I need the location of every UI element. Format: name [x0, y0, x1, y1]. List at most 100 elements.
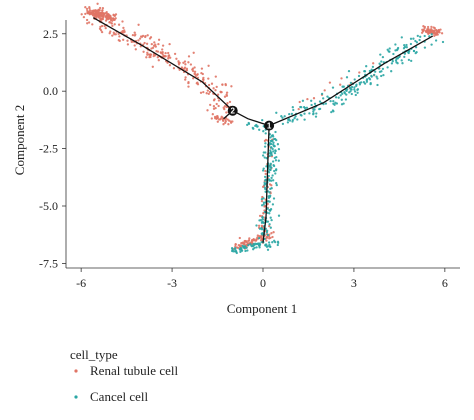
data-point — [305, 106, 309, 109]
data-point — [286, 121, 290, 124]
data-point — [146, 34, 149, 37]
data-point — [405, 43, 408, 47]
data-point — [264, 178, 267, 181]
data-point — [184, 63, 187, 66]
data-point — [273, 137, 276, 141]
data-point — [137, 39, 140, 42]
data-point — [434, 39, 438, 42]
data-point — [434, 32, 438, 35]
data-point — [212, 105, 216, 108]
data-point — [343, 92, 347, 95]
data-point — [112, 18, 115, 22]
data-point — [348, 91, 351, 94]
data-point — [331, 109, 335, 112]
data-point — [143, 41, 146, 45]
data-point — [260, 240, 263, 244]
data-point — [423, 46, 427, 49]
data-point — [264, 151, 267, 154]
data-point — [216, 93, 220, 96]
data-point — [274, 159, 278, 162]
data-point — [370, 75, 373, 78]
data-point — [248, 237, 251, 240]
data-point — [276, 240, 280, 243]
data-point — [308, 112, 311, 115]
trajectory-branch — [92, 17, 234, 112]
data-point — [287, 118, 291, 121]
data-point — [267, 200, 270, 203]
data-point — [184, 76, 187, 79]
data-point — [263, 145, 267, 148]
data-point — [270, 184, 273, 187]
data-point — [283, 115, 286, 118]
data-point — [270, 176, 273, 180]
data-point — [126, 43, 130, 46]
data-point — [192, 51, 195, 54]
data-point — [365, 65, 368, 68]
data-point — [320, 92, 324, 96]
data-point — [272, 150, 275, 153]
y-tick-label: -2.5 — [39, 142, 58, 156]
data-point — [298, 100, 301, 104]
data-point — [373, 73, 376, 77]
y-axis-label: Component 2 — [12, 105, 27, 175]
data-point — [112, 31, 115, 34]
x-axis-label: Component 1 — [227, 301, 297, 316]
data-point — [432, 26, 435, 29]
data-point — [277, 214, 281, 217]
data-point — [206, 109, 209, 112]
data-point — [133, 34, 136, 37]
data-point — [112, 14, 115, 17]
data-point — [157, 59, 160, 62]
branch-node — [264, 120, 275, 131]
data-point — [94, 10, 98, 14]
data-point — [145, 56, 148, 59]
data-point — [353, 86, 356, 89]
data-point — [234, 248, 237, 251]
data-point — [322, 97, 325, 100]
data-point — [312, 110, 315, 113]
data-point — [157, 38, 161, 41]
trajectory-layer: 21 — [92, 17, 434, 243]
data-point — [263, 183, 266, 186]
data-point — [270, 179, 273, 182]
data-point — [230, 85, 233, 88]
data-point — [157, 42, 160, 46]
data-point — [332, 99, 335, 103]
data-point — [437, 28, 440, 32]
data-point — [340, 77, 343, 80]
data-point — [177, 61, 180, 65]
data-point — [324, 102, 328, 105]
data-point — [149, 55, 152, 59]
data-point — [249, 242, 252, 246]
data-point — [267, 241, 271, 244]
data-point — [130, 40, 133, 44]
data-point — [173, 52, 177, 56]
data-point — [272, 143, 275, 146]
data-point — [235, 251, 238, 255]
data-point — [439, 28, 442, 31]
data-point — [202, 90, 205, 94]
data-point — [161, 48, 164, 51]
data-point — [264, 138, 268, 142]
data-point — [403, 45, 407, 49]
data-point — [367, 76, 371, 80]
data-point — [80, 13, 83, 16]
data-point — [221, 83, 224, 86]
data-point — [412, 37, 415, 40]
data-point — [390, 62, 394, 65]
data-point — [216, 120, 219, 123]
data-point — [256, 125, 259, 128]
data-point — [387, 50, 390, 53]
data-point — [274, 130, 277, 134]
data-point — [294, 115, 297, 118]
data-point — [427, 28, 430, 31]
data-point — [340, 98, 343, 101]
data-point — [268, 224, 271, 228]
data-point — [277, 159, 280, 162]
data-point — [303, 106, 307, 110]
data-point — [121, 29, 124, 33]
data-point — [372, 62, 375, 65]
data-point — [356, 91, 359, 94]
data-point — [415, 50, 418, 54]
